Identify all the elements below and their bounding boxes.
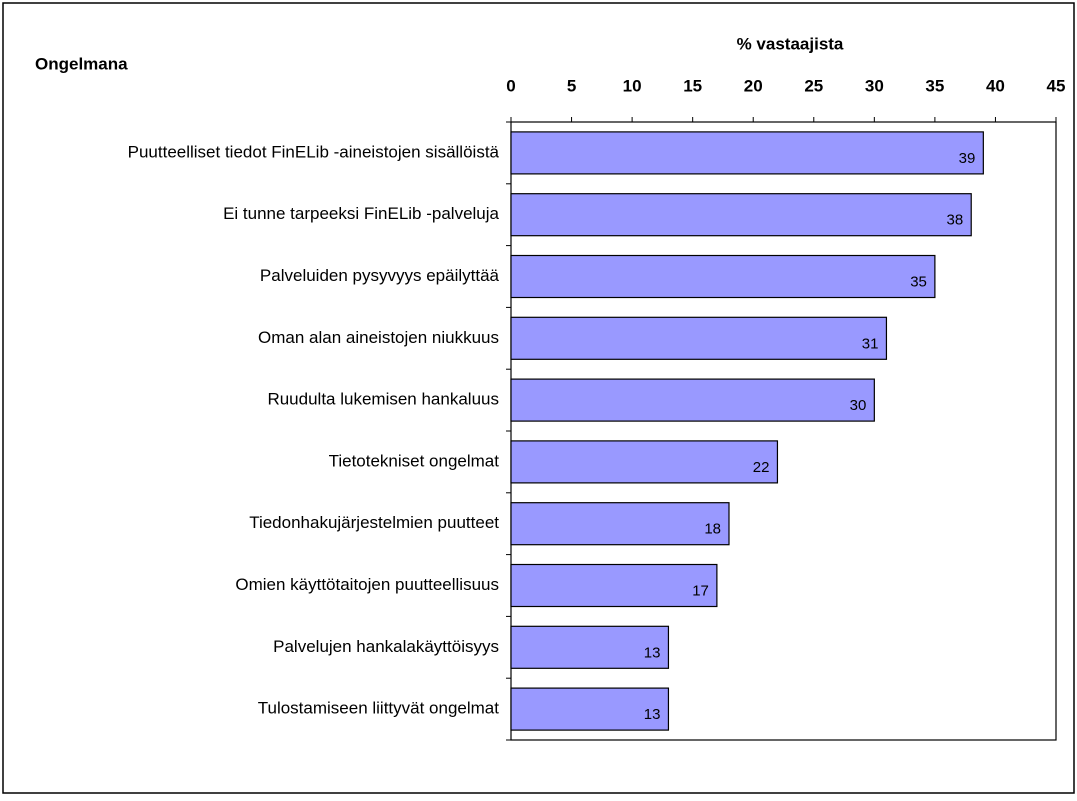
y-tick-label: Oman alan aineistojen niukkuus — [258, 328, 499, 347]
bar — [510, 316, 888, 360]
data-label: 13 — [644, 706, 661, 723]
y-tick-label: Tiedonhakujärjestelmien puutteet — [249, 513, 499, 532]
x-tick-label: 10 — [623, 76, 642, 95]
bar — [510, 687, 670, 731]
data-label: 22 — [753, 459, 770, 476]
bar — [510, 378, 875, 422]
y-tick-label: Puutteelliset tiedot FinELib -aineistoje… — [128, 142, 500, 161]
bar — [510, 625, 670, 669]
x-tick-label: 25 — [804, 76, 823, 95]
data-label: 39 — [959, 150, 976, 167]
x-tick-label: 35 — [925, 76, 944, 95]
x-tick-label: 0 — [506, 76, 515, 95]
data-label: 18 — [704, 521, 721, 538]
data-label: 31 — [862, 335, 879, 352]
y-axis-label: Ongelmana — [35, 54, 128, 73]
x-tick-label: 20 — [744, 76, 763, 95]
data-label: 38 — [947, 212, 964, 229]
data-label: 17 — [692, 582, 709, 599]
y-tick-label: Ei tunne tarpeeksi FinELib -palveluja — [223, 204, 499, 223]
y-tick-label: Omien käyttötaitojen puutteellisuus — [235, 575, 499, 594]
data-label: 13 — [644, 644, 661, 661]
chart-title: % vastaajista — [737, 34, 844, 53]
x-tick-label: 15 — [683, 76, 702, 95]
bar — [510, 563, 718, 608]
y-tick-label: Tulostamiseen liittyvät ongelmat — [258, 699, 500, 718]
bar — [510, 131, 984, 175]
data-label: 35 — [910, 273, 927, 290]
x-tick-label: 5 — [567, 76, 576, 95]
y-tick-label: Palvelujen hankalakäyttöisyys — [273, 637, 499, 656]
x-tick-label: 40 — [986, 76, 1005, 95]
data-label: 30 — [850, 397, 867, 414]
bar — [510, 440, 779, 484]
y-tick-label: Tietotekniset ongelmat — [329, 451, 500, 470]
bar — [510, 502, 730, 546]
x-tick-label: 45 — [1047, 76, 1066, 95]
x-tick-label: 30 — [865, 76, 884, 95]
y-tick-label: Ruudulta lukemisen hankaluus — [267, 390, 499, 409]
bar — [510, 193, 972, 237]
bar — [510, 254, 936, 299]
y-tick-label: Palveluiden pysyvyys epäilyttää — [260, 266, 500, 285]
